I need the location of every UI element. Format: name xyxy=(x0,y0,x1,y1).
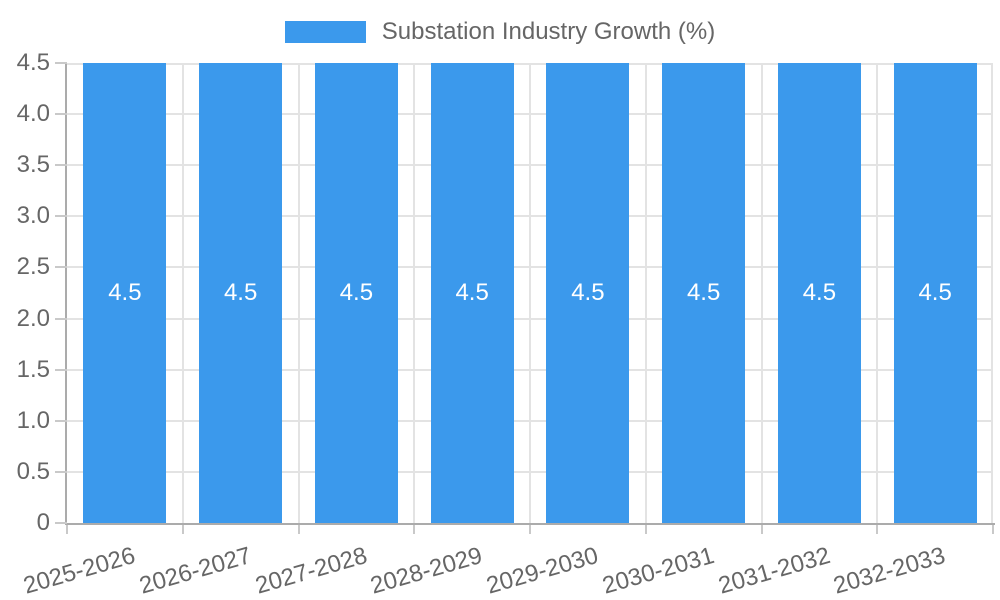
bar-value-label: 4.5 xyxy=(686,279,721,306)
y-tick-mark xyxy=(55,215,67,218)
bar: 4.5 xyxy=(314,63,398,523)
bar-value-label: 4.5 xyxy=(802,279,837,306)
bar: 4.5 xyxy=(893,63,977,523)
bar-value-label: 4.5 xyxy=(339,279,374,306)
x-tick-mark xyxy=(297,525,300,534)
x-tick-label: 2032-2033 xyxy=(830,542,949,600)
y-tick-mark xyxy=(55,113,67,116)
gridline-vertical xyxy=(413,63,416,523)
bar: 4.5 xyxy=(546,63,630,523)
y-tick-label: 4.5 xyxy=(16,49,50,76)
gridline-vertical xyxy=(297,63,300,523)
gridline-vertical xyxy=(876,63,879,523)
bar-value-label: 4.5 xyxy=(455,279,489,306)
y-tick-mark xyxy=(55,266,67,269)
y-tick-label: 4.0 xyxy=(16,100,50,128)
plot-area: 4.5 4.5 4.5 4.5 4.5 4.5 4.5 4.5 xyxy=(67,63,993,523)
x-tick-mark xyxy=(181,525,184,534)
y-tick-mark xyxy=(55,317,67,320)
bar-value-label: 4.5 xyxy=(108,279,142,306)
y-tick-mark xyxy=(55,470,67,473)
gridline-vertical xyxy=(181,63,184,523)
y-tick-label: 1.5 xyxy=(16,355,50,383)
y-tick-label: 0.5 xyxy=(16,457,50,485)
bar-value-label: 4.5 xyxy=(571,279,605,306)
bar: 4.5 xyxy=(199,63,283,523)
y-tick-mark xyxy=(55,164,67,167)
x-axis-line xyxy=(65,523,995,525)
bar-value-label: 4.5 xyxy=(223,279,258,306)
y-tick-mark xyxy=(55,522,67,524)
y-tick-label: 2.5 xyxy=(16,253,50,281)
legend: Substation Industry Growth (%) xyxy=(0,17,1000,47)
x-tick-label: 2029-2030 xyxy=(483,542,602,600)
x-tick-mark xyxy=(66,525,68,534)
x-tick-mark xyxy=(760,525,763,534)
bar: 4.5 xyxy=(662,63,746,523)
bar-value-label: 4.5 xyxy=(918,279,952,306)
bar: 4.5 xyxy=(777,63,861,523)
gridline-vertical xyxy=(760,63,763,523)
y-tick-label: 3.0 xyxy=(16,202,50,230)
legend-item[interactable]: Substation Industry Growth (%) xyxy=(284,17,716,47)
y-axis-line xyxy=(65,63,67,525)
gridline-vertical xyxy=(644,63,647,523)
y-tick-label: 3.5 xyxy=(16,151,50,179)
x-tick-label: 2026-2027 xyxy=(136,542,255,600)
bar: 4.5 xyxy=(430,63,514,523)
y-tick-mark xyxy=(55,368,67,371)
x-tick-label: 2030-2031 xyxy=(599,542,718,600)
legend-label: Substation Industry Growth (%) xyxy=(381,18,716,45)
x-tick-mark xyxy=(876,525,879,534)
y-tick-mark xyxy=(55,62,67,64)
bar: 4.5 xyxy=(83,63,167,523)
x-tick-label: 2025-2026 xyxy=(20,542,139,600)
x-tick-mark xyxy=(644,525,647,534)
x-tick-mark xyxy=(529,525,531,534)
x-tick-label: 2031-2032 xyxy=(715,542,833,600)
gridline-vertical xyxy=(529,63,531,523)
x-tick-mark xyxy=(992,525,994,534)
legend-swatch-icon xyxy=(284,21,366,43)
y-tick-mark xyxy=(55,419,67,422)
y-tick-label: 2.0 xyxy=(16,304,50,332)
gridline-vertical xyxy=(991,63,993,523)
x-tick-label: 2027-2028 xyxy=(252,542,370,600)
x-tick-label: 2028-2029 xyxy=(367,542,486,600)
x-tick-mark xyxy=(413,525,416,534)
y-tick-label: 0 xyxy=(36,509,50,536)
y-tick-label: 1.0 xyxy=(16,406,50,434)
